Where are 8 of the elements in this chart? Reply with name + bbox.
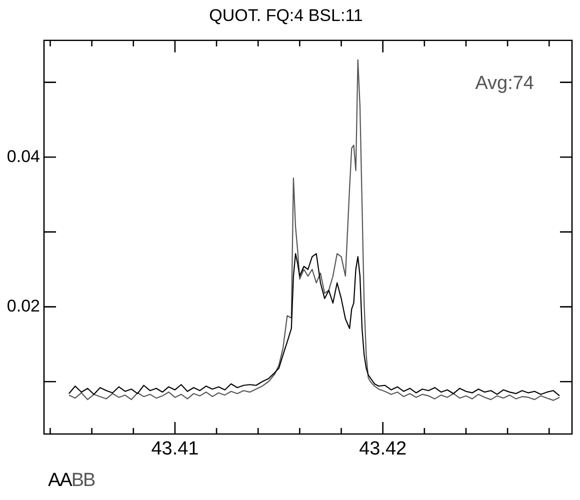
y-tick-label: 0.02: [6, 296, 40, 316]
text: BB: [71, 470, 95, 491]
y-tick-label: 0.04: [6, 146, 40, 166]
chart-title: QUOT. FQ:4 BSL:11: [209, 6, 363, 25]
x-tick-label: 43.41: [151, 438, 199, 460]
annotation: Avg:74: [475, 73, 534, 94]
x-tick-label: 43.42: [359, 438, 407, 460]
text: AA: [48, 470, 72, 491]
